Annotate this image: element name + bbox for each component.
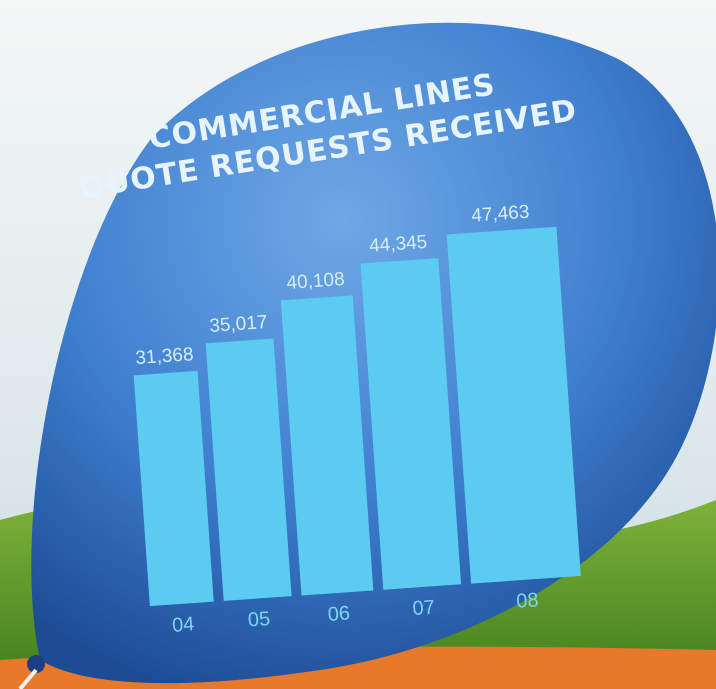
plot: 31,368 04 35,017 05 40,108 06 44,345 07 47,463 08 xyxy=(133,202,581,637)
bar xyxy=(280,295,374,596)
value-label: 47,463 xyxy=(471,202,530,227)
value-label: 40,108 xyxy=(286,269,345,294)
x-tick-label: 04 xyxy=(171,613,195,636)
x-tick-label: 05 xyxy=(247,608,271,631)
value-label: 44,345 xyxy=(369,232,428,257)
value-label: 31,368 xyxy=(135,344,194,369)
x-tick-label: 06 xyxy=(327,602,351,625)
x-tick-label: 07 xyxy=(412,597,436,620)
value-label: 35,017 xyxy=(209,312,268,337)
balloon-knot xyxy=(27,655,45,673)
bar xyxy=(133,370,214,607)
string xyxy=(18,668,38,689)
bar xyxy=(205,338,292,601)
x-tick-label: 08 xyxy=(516,589,540,612)
bar xyxy=(360,258,462,590)
bar xyxy=(446,226,581,584)
